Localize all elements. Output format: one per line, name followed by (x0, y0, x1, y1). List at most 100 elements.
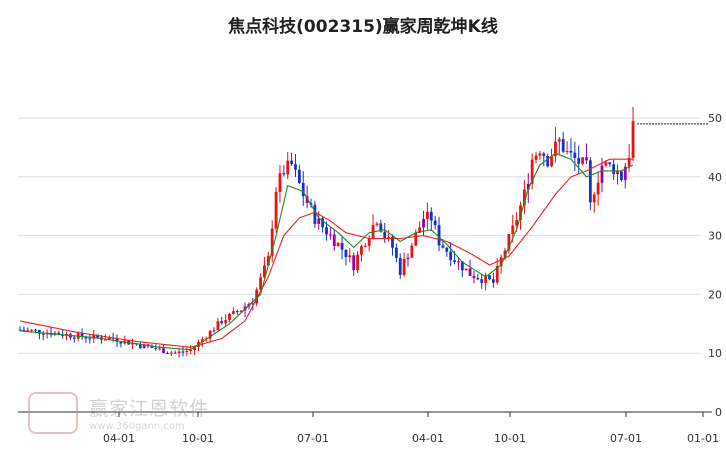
candle-body (608, 162, 612, 165)
candle-body (356, 254, 359, 271)
candle-body (499, 257, 503, 267)
y-tick-label: 10 (708, 347, 722, 360)
candle-body (391, 236, 394, 248)
candle-body (38, 329, 41, 334)
moving-average-layer (19, 123, 708, 351)
candle-body (569, 150, 573, 153)
candle-body (519, 205, 522, 221)
candle-body (321, 218, 325, 228)
candle-body (22, 329, 26, 331)
x-tick-label: 01-01 (687, 432, 719, 445)
ma-long-line (19, 158, 633, 348)
ma-short-line (19, 152, 634, 351)
candle-body (367, 238, 371, 246)
y-tick-label: 50 (708, 112, 722, 125)
candle-body (511, 225, 515, 235)
candle-body (208, 330, 212, 339)
axis-layer: 0 10 20 30 40 50 04-01 10-01 07-01 04-01 10-01 07-0… (18, 112, 722, 445)
candle-body (433, 220, 437, 226)
candle-body (332, 234, 336, 247)
candle-body (565, 150, 569, 152)
candle-body (72, 337, 76, 339)
candle-body (550, 156, 553, 167)
candle-body (103, 339, 107, 341)
candle-body (441, 245, 445, 248)
candle-body (344, 249, 348, 257)
candle-body (290, 160, 293, 165)
candle-body (84, 337, 88, 339)
candle-body (212, 330, 216, 332)
candle-body (530, 159, 534, 184)
candle-body (363, 245, 367, 247)
candle-layer (18, 106, 635, 358)
candle-body (429, 211, 433, 221)
candle-body (453, 260, 456, 262)
candle-body (266, 255, 270, 266)
candle-body (600, 165, 604, 183)
candle-body (169, 352, 173, 354)
watermark-text: 赢家江恩软件 www.360gann.com (89, 394, 209, 432)
candle-body (577, 157, 581, 164)
candle-body (166, 353, 169, 355)
candle-body (80, 333, 84, 338)
candle-body (460, 261, 464, 271)
candle-body (426, 211, 429, 219)
candle-body (352, 255, 356, 271)
candle-body (232, 311, 235, 314)
candle-body (200, 339, 204, 342)
watermark-url: www.360gann.com (89, 421, 185, 432)
candle-body (142, 344, 146, 348)
candle-body (107, 337, 111, 340)
candle-body (581, 157, 584, 164)
candle-body (297, 169, 301, 183)
candle-body (445, 247, 449, 252)
candle-body (274, 191, 278, 229)
watermark-logo-icon (28, 392, 78, 434)
candle-body (573, 152, 577, 158)
candle-body (437, 225, 441, 246)
candle-body (193, 346, 196, 350)
x-tick-label: 04-01 (412, 432, 444, 445)
candle-body (631, 120, 635, 158)
candle-body (138, 344, 142, 348)
candle-body (119, 341, 123, 344)
candle-body (387, 236, 390, 238)
candle-body (526, 183, 530, 190)
candle-body (557, 139, 561, 142)
candle-body (402, 259, 406, 275)
candle-body (394, 247, 398, 258)
candle-body (216, 321, 220, 331)
candle-body (158, 348, 162, 350)
candle-body (561, 139, 565, 152)
candle-body (515, 220, 519, 226)
candle-body (546, 155, 550, 167)
candle-body (294, 164, 297, 170)
candle-body (596, 182, 600, 195)
x-tick-label: 07-01 (297, 432, 329, 445)
candle-body (480, 279, 484, 283)
candle-body (325, 227, 328, 235)
candle-body (457, 261, 460, 263)
candle-body (375, 223, 379, 225)
x-tick-label: 10-01 (182, 432, 214, 445)
candle-body (177, 351, 181, 354)
candle-body (270, 228, 274, 256)
y-tick-label: 0 (715, 406, 722, 419)
candle-body (30, 329, 34, 331)
watermark-name: 赢家江恩软件 (89, 398, 210, 420)
candle-body (286, 160, 290, 175)
candle-body (181, 351, 185, 353)
candle-body (185, 351, 189, 353)
candle-body (154, 348, 158, 350)
candle-body (360, 246, 363, 255)
candle-body (592, 194, 596, 203)
candle-body (150, 346, 154, 349)
candle-body (239, 310, 243, 313)
candle-body (282, 173, 286, 175)
y-tick-label: 40 (708, 171, 722, 184)
candle-body (414, 232, 418, 246)
candle-body (538, 153, 542, 156)
candle-body (503, 250, 507, 258)
candle-body (329, 234, 332, 236)
